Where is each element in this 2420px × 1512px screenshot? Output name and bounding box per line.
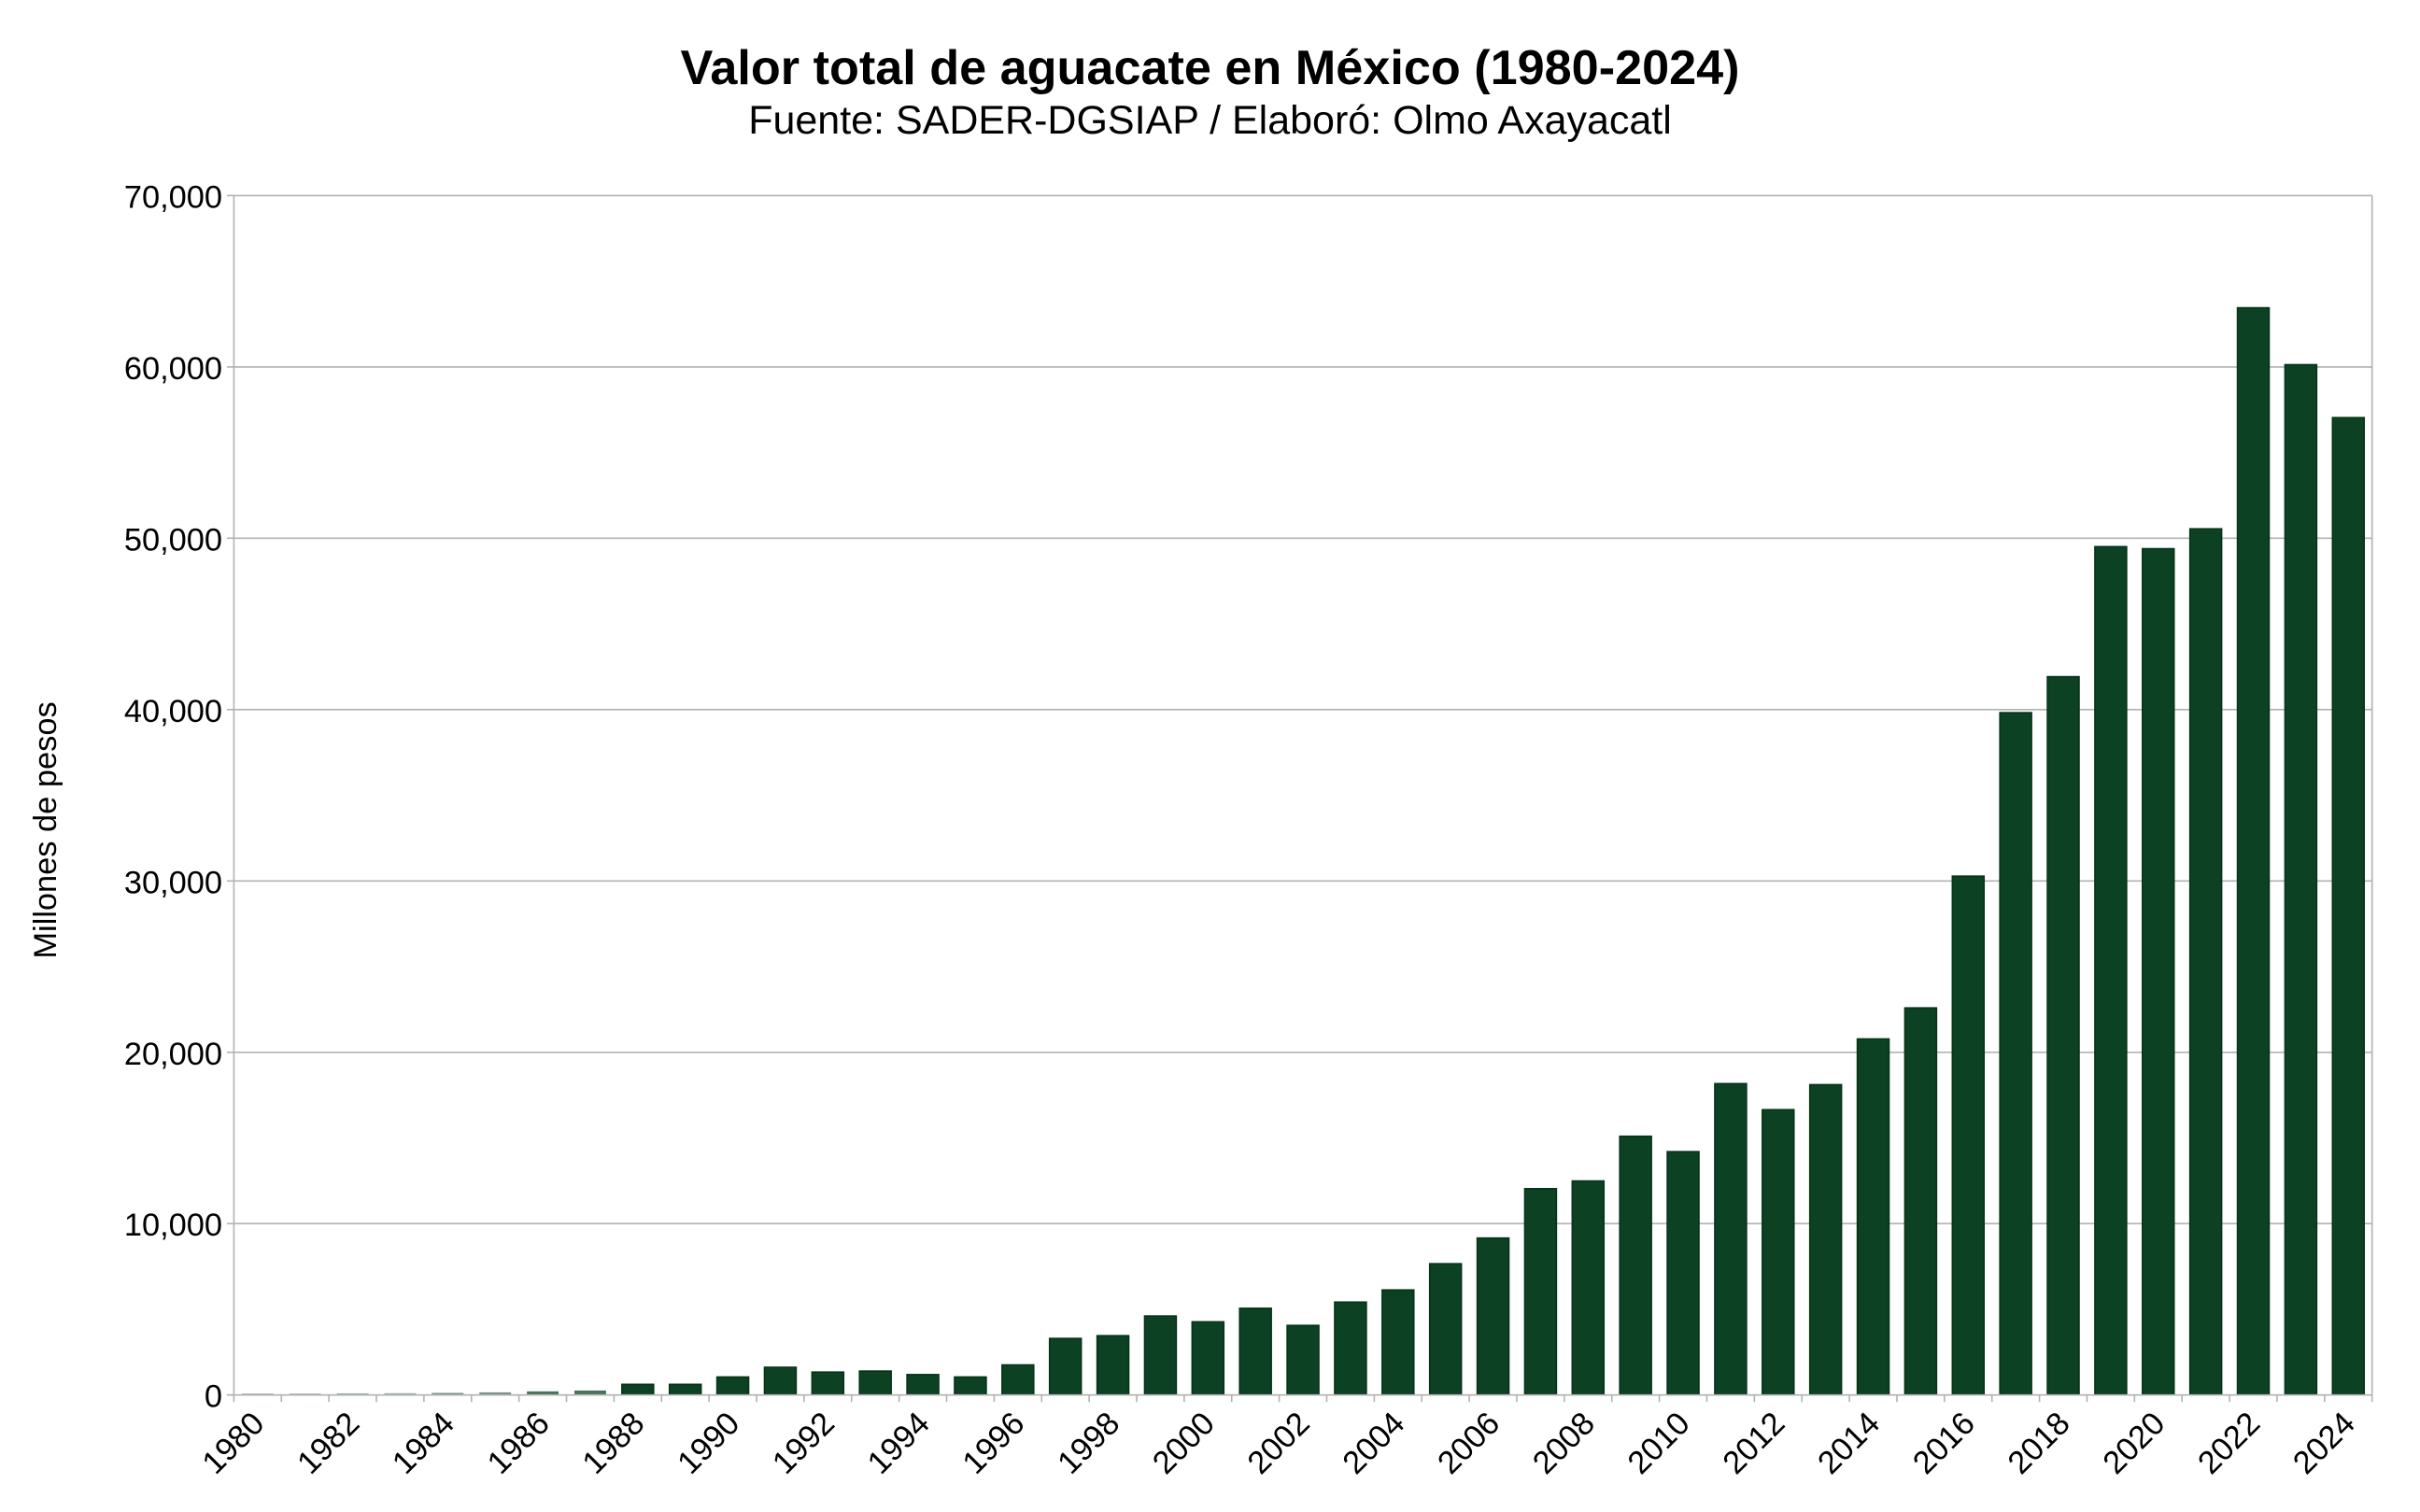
svg-text:40,000: 40,000 (124, 694, 222, 729)
svg-text:Millones de pesos: Millones de pesos (28, 701, 64, 958)
svg-text:0: 0 (205, 1379, 222, 1415)
svg-text:70,000: 70,000 (124, 179, 222, 215)
svg-text:60,000: 60,000 (124, 351, 222, 387)
svg-text:30,000: 30,000 (124, 865, 222, 900)
svg-text:10,000: 10,000 (124, 1208, 222, 1243)
svg-text:Valor total de aguacate en Méx: Valor total de aguacate en México (1980-… (680, 41, 1739, 95)
svg-text:Fuente: SADER-DGSIAP / Elaboró: Fuente: SADER-DGSIAP / Elaboró: Olmo Axa… (748, 98, 1672, 143)
svg-text:50,000: 50,000 (124, 522, 222, 558)
svg-text:20,000: 20,000 (124, 1037, 222, 1072)
